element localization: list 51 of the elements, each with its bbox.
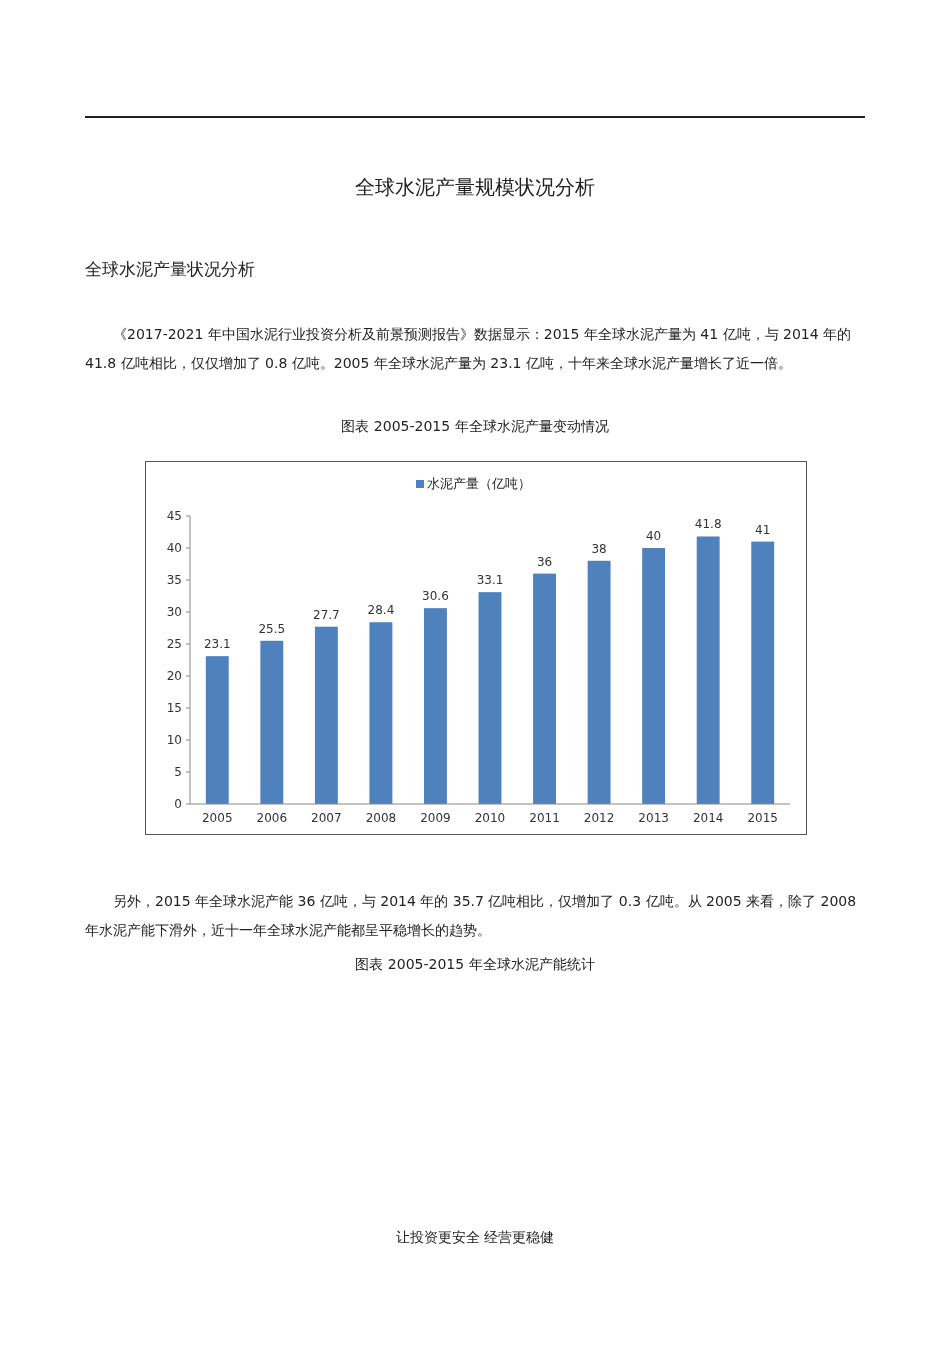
x-tick-label: 2013 xyxy=(638,811,669,825)
y-tick-label: 15 xyxy=(166,701,182,716)
y-tick-label: 20 xyxy=(166,669,182,684)
data-label: 36 xyxy=(536,554,553,569)
bar xyxy=(751,541,775,804)
y-tick-label: 35 xyxy=(166,573,182,588)
text: 全球水泥产量状况分析 xyxy=(85,258,255,281)
bar xyxy=(478,592,502,804)
text: 让投资更安全 经营更稳健 xyxy=(394,1229,556,1247)
data-label: 23.1 xyxy=(203,637,231,652)
text: 《2017-2021 年中国水泥行业投资分析及前景预测报告》数据显示：2015 年全球水泥产量为 41 亿吨，与 2014 年的 41.8 亿吨相比，仅仅增加了 0.8 亿吨。2005 年全球水泥产量为 23.1 亿吨，十年来全球水泥产量增长了近一倍。 xyxy=(85,325,853,373)
legend-label: 水泥产量（亿吨） xyxy=(427,476,531,491)
y-tick-label: 0 xyxy=(174,797,182,812)
data-label: 41.8 xyxy=(694,517,722,532)
data-label: 28.4 xyxy=(367,603,395,618)
x-tick-label: 2014 xyxy=(692,811,724,825)
y-tick-label: 5 xyxy=(174,765,182,780)
data-label: 38 xyxy=(591,541,607,556)
y-tick-label: 25 xyxy=(166,637,182,652)
data-label: 40 xyxy=(646,529,662,543)
bar xyxy=(424,608,447,804)
x-tick-label: 2009 xyxy=(420,811,451,825)
bar xyxy=(369,622,393,804)
data-label: 33.1 xyxy=(476,573,504,588)
bar xyxy=(696,536,720,804)
x-tick-label: 2008 xyxy=(365,811,397,825)
x-tick-label: 2006 xyxy=(256,811,288,825)
bar xyxy=(533,573,556,804)
bar xyxy=(260,640,284,804)
data-label: 41 xyxy=(755,522,771,537)
y-tick-label: 30 xyxy=(166,605,182,620)
bar xyxy=(314,626,338,804)
y-tick-label: 40 xyxy=(166,541,182,556)
bar xyxy=(587,560,611,804)
x-tick-label: 2015 xyxy=(747,811,778,825)
x-tick-label: 2010 xyxy=(474,811,506,825)
text: 全球水泥产量规模状况分析 xyxy=(354,174,596,201)
data-label: 27.7 xyxy=(313,607,340,622)
data-label: 25.5 xyxy=(258,621,286,636)
bar xyxy=(642,548,666,804)
bar xyxy=(205,656,229,804)
x-tick-label: 2007 xyxy=(311,811,342,825)
data-label: 30.6 xyxy=(422,589,449,604)
text: 另外，2015 年全球水泥产能 36 亿吨，与 2014 年的 35.7 亿吨相比，仅增加了 0.3 亿吨。从 2005 来看，除了 2008 年水泥产能下滑外，近十一年全球水泥产能都呈平稳增长的趋势。 xyxy=(85,892,858,940)
x-tick-label: 2005 xyxy=(202,811,233,825)
chart-title: 图表 2005-2015 年全球水泥产量变动情况 xyxy=(340,418,610,436)
x-tick-label: 2011 xyxy=(529,811,560,825)
y-tick-label: 45 xyxy=(166,509,182,524)
x-tick-label: 2012 xyxy=(583,811,615,825)
text: 图表 2005-2015 年全球水泥产能统计 xyxy=(354,956,596,974)
y-tick-label: 10 xyxy=(166,733,182,748)
